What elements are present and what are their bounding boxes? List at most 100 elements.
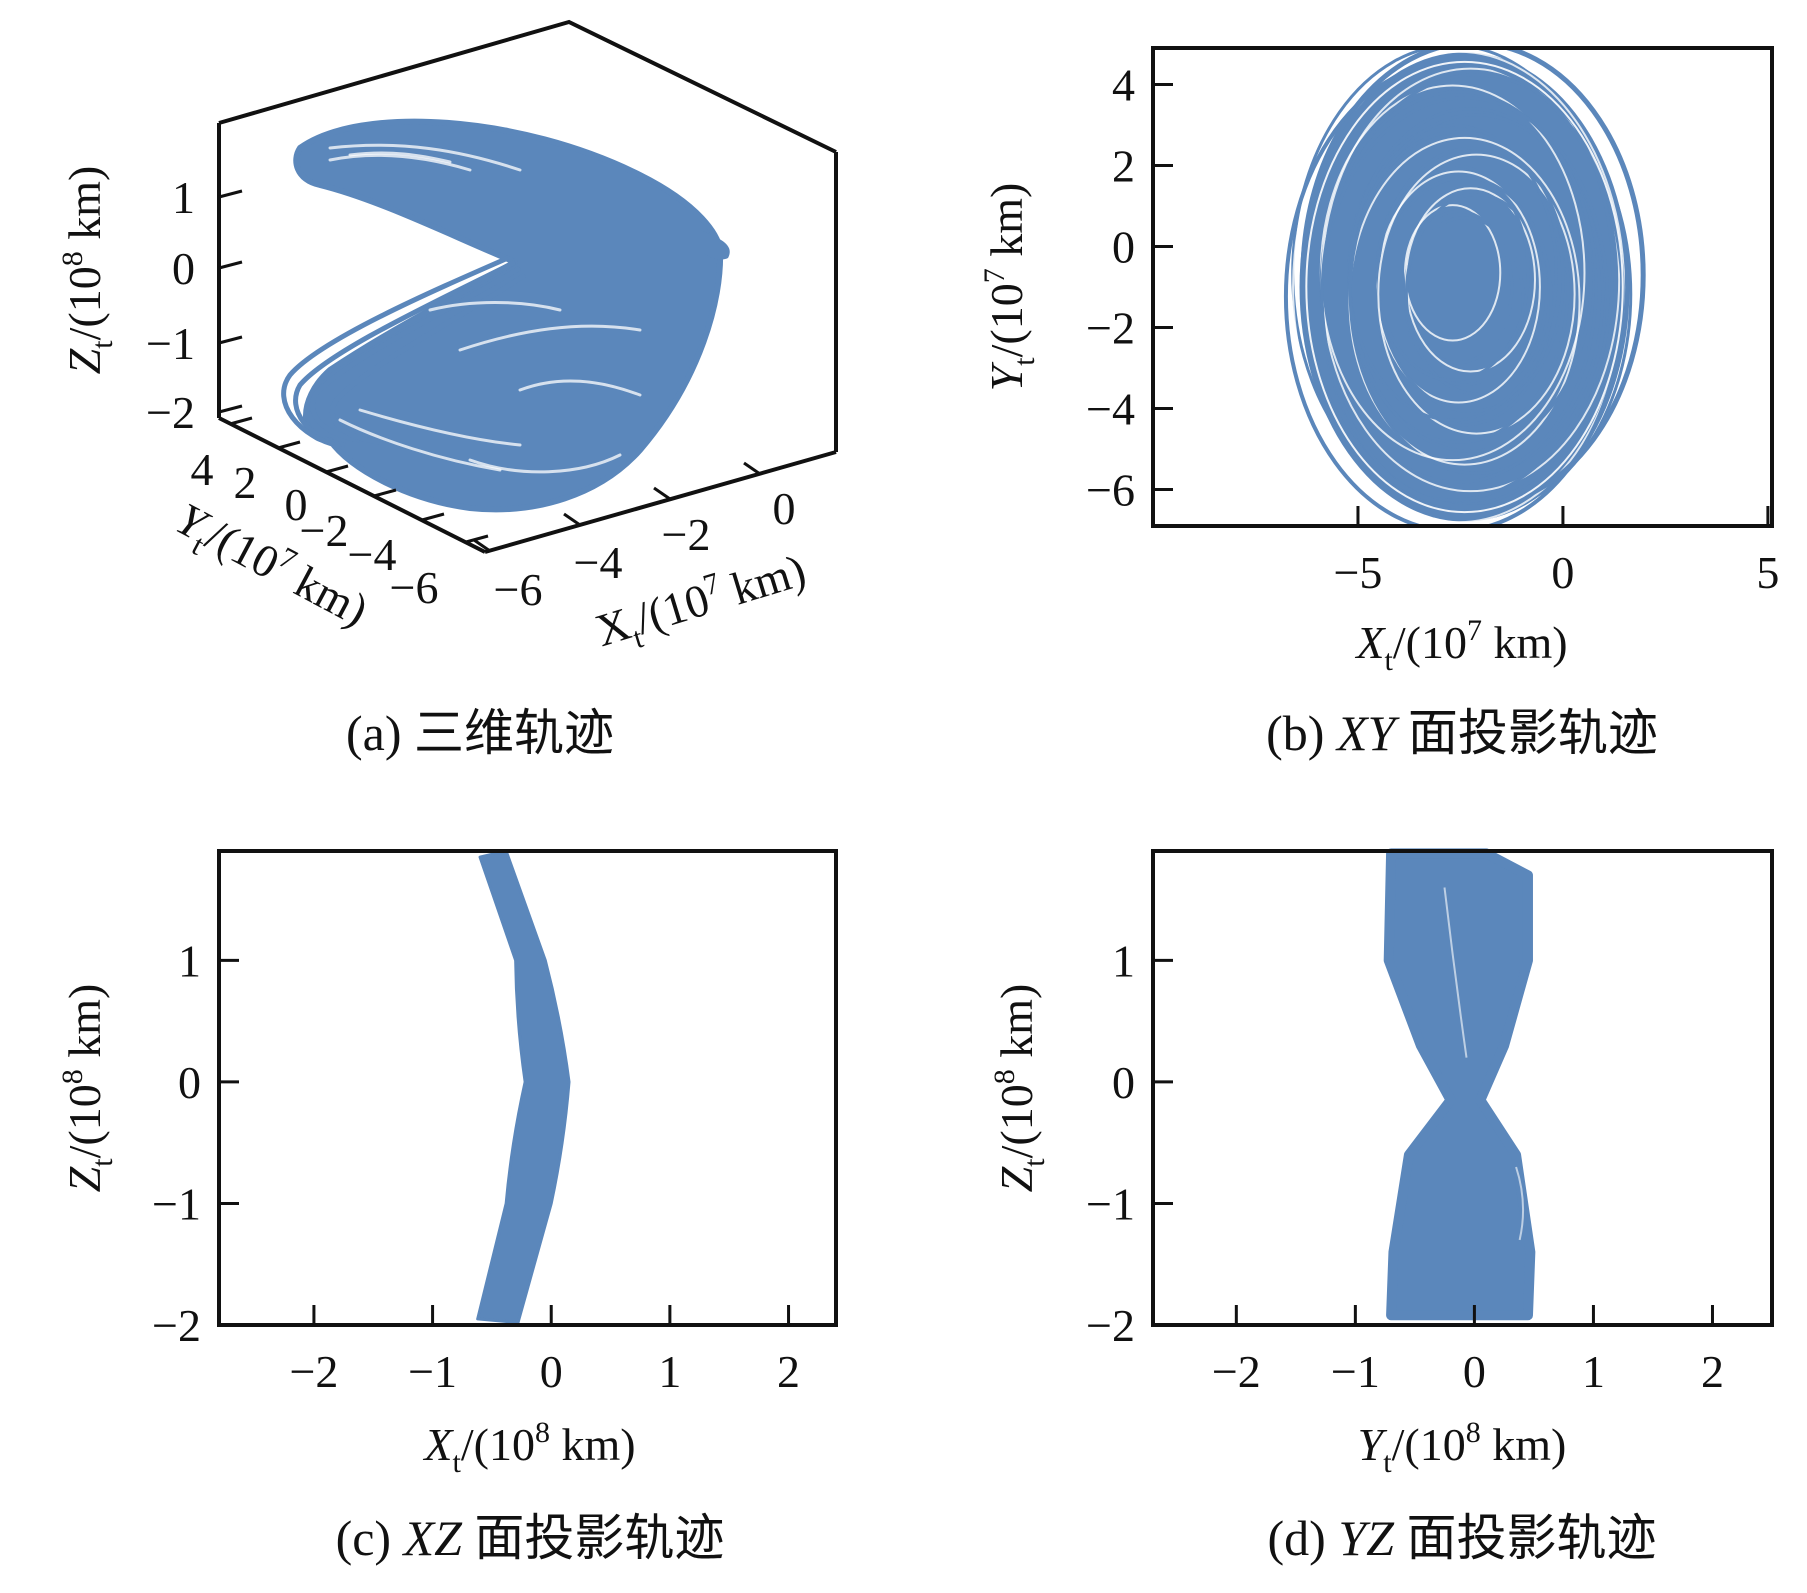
panel-a-y-tick <box>373 488 397 498</box>
panel-b-y-tick-label: 2 <box>1112 140 1135 191</box>
panel-d-caption: (d) YZ 面投影轨迹 <box>1268 1510 1657 1566</box>
panel-a-y-axis-line <box>218 416 486 554</box>
panel-a-x-ticks <box>473 461 761 553</box>
panel-c-x-tick-label: 2 <box>777 1346 800 1397</box>
panel-a-orbit-gap <box>328 143 522 172</box>
panel-b-plot-frame <box>1151 46 1774 528</box>
panel-c-x-tick-label: 1 <box>658 1346 681 1397</box>
panel-a-x-tick <box>473 538 491 553</box>
panel-a-y-tick <box>325 464 349 474</box>
panel-a-y-tick-label: 4 <box>191 444 214 495</box>
panel-a-z-tick-label: −2 <box>146 387 195 438</box>
panel-a-z-tick <box>218 189 243 199</box>
panel-d-plot-frame <box>1151 849 1774 1327</box>
panel-a-y-tick <box>229 416 253 426</box>
panel-b-y-tick-label: −2 <box>1086 303 1135 354</box>
panel-c-y-tick-label: −1 <box>152 1178 201 1229</box>
panel-d-x-tick-label: −1 <box>1331 1346 1380 1397</box>
panel-d-y-tick-label: 0 <box>1112 1057 1135 1108</box>
panel-b-x-tick-label: 5 <box>1756 547 1779 598</box>
panel-d-x-tick-label: 0 <box>1463 1346 1486 1397</box>
panel-a-x-tick-label: 0 <box>773 483 796 534</box>
panel-a-x-tick <box>743 461 761 476</box>
panel-a-orbit-gap <box>348 151 452 164</box>
panel-a-y-tick-label: −6 <box>390 562 439 613</box>
panel-a-y-tick-label: 2 <box>234 457 257 508</box>
panel-b-orbit-outer-loop <box>1300 48 1646 510</box>
panel-c-xz-projection: −2 −1 0 1 2 1 0 −1 −2 Zt/(108 km) Xt/(108 km) (c… <box>56 849 838 1566</box>
panel-b-y-axis-title: Yt/(107 km) <box>978 183 1041 392</box>
panel-a-z-tick-label: −1 <box>146 318 195 369</box>
panel-a-orbit-gap <box>428 301 562 312</box>
panel-c-y-tick-label: 0 <box>178 1057 201 1108</box>
panel-c-trajectory-marks <box>476 849 571 1325</box>
panel-a-y-tick <box>277 440 301 450</box>
panel-b-x-tick-label: 0 <box>1551 547 1574 598</box>
panel-b-orbit-loop <box>1404 193 1549 396</box>
panel-a-orbit-gap <box>328 153 472 172</box>
panel-a-y-tick-label: 0 <box>285 479 308 530</box>
panel-c-plot-frame <box>217 849 838 1327</box>
panel-b-trajectory-group <box>1283 48 1646 526</box>
panel-a-z-tick <box>218 260 243 270</box>
panel-d-y-tick-label: −1 <box>1086 1178 1135 1229</box>
panel-d-x-tick-label: 2 <box>1701 1346 1724 1397</box>
panel-b-y-tick-label: 4 <box>1112 59 1135 110</box>
panel-c-y-tick-label: 1 <box>178 935 201 986</box>
panel-d-trajectory-marks <box>1383 848 1536 1321</box>
panel-c-x-tick-label: −2 <box>289 1346 338 1397</box>
panel-a-trajectory-body <box>293 118 724 513</box>
panel-a-orbit-loop <box>309 265 522 443</box>
panel-d-ticks: −2 −1 0 1 2 1 0 −1 −2 <box>1086 935 1724 1397</box>
panel-a-orbit-gap <box>518 379 642 397</box>
panel-a-y-tick-label: −4 <box>348 529 397 580</box>
panel-b-orbit-loop <box>1348 113 1605 475</box>
panel-b-y-tick-label: −6 <box>1086 465 1135 516</box>
panel-a-orbit-gap <box>458 324 642 352</box>
panel-d-orbit-gap <box>1443 887 1468 1058</box>
panel-a-box-top <box>218 19 837 154</box>
panel-a-trajectory-tip <box>700 230 730 260</box>
panel-a-z-tick-label: 1 <box>172 172 195 223</box>
panel-a-y-tick <box>465 534 489 544</box>
panel-a-caption: (a) 三维轨迹 <box>346 705 614 761</box>
panel-d-orbit-gap <box>1515 1166 1525 1241</box>
panel-b-trajectory-marks <box>1283 48 1646 526</box>
panel-a-z-tick-label: 0 <box>172 243 195 294</box>
panel-c-x-tick-label: −1 <box>408 1346 457 1397</box>
panel-a-orbit-gap <box>358 408 522 447</box>
panel-c-x-axis-title: Xt/(108 km) <box>422 1416 635 1479</box>
panel-a-z-ticks <box>218 189 243 414</box>
panel-c-y-tick-label: −2 <box>152 1300 201 1351</box>
panel-d-y-tick-label: −2 <box>1086 1300 1135 1351</box>
panel-d-y-axis-title: Zt/(108 km) <box>988 984 1051 1193</box>
panel-d-trajectory-band <box>1383 848 1536 1321</box>
panel-b-x-axis-title: Xt/(107 km) <box>1354 614 1567 677</box>
panel-a-y-tick-label: −2 <box>300 505 349 556</box>
panel-a-orbit-loop <box>281 255 509 449</box>
panel-a-z-tick <box>218 404 243 414</box>
panel-c-caption: (c) XZ 面投影轨迹 <box>336 1510 725 1566</box>
panel-d-x-tick-label: −2 <box>1212 1346 1261 1397</box>
panel-a-orbit-loop <box>293 259 517 448</box>
panel-b-ticks: −5 0 5 4 2 0 −2 −4 −6 <box>1086 59 1779 598</box>
panel-c-ticks: −2 −1 0 1 2 1 0 −1 −2 <box>152 935 800 1397</box>
panel-a-trajectory-marks <box>281 118 730 513</box>
panel-a-z-axis-title: Zt/(108 km) <box>56 166 119 375</box>
panel-a-orbit-gap <box>338 418 502 472</box>
panel-a-y-tick <box>421 512 445 522</box>
panel-a-orbit-loop <box>329 272 527 445</box>
panel-a-y-ticks <box>229 416 489 544</box>
panel-a-x-tick-label: −6 <box>494 564 543 615</box>
panel-c-y-axis-title: Zt/(108 km) <box>56 984 119 1193</box>
panel-a-3d-trajectory: 1 0 −1 −2 4 2 0 −2 −4 −6 −6 −4 −2 0 Zt/ <box>56 19 838 761</box>
panel-d-yz-projection: −2 −1 0 1 2 1 0 −1 −2 Zt/(108 km) Yt/(108 km) (d… <box>988 848 1774 1566</box>
panel-b-orbit-loop <box>1320 73 1633 515</box>
panel-b-caption: (b) XY 面投影轨迹 <box>1266 705 1658 761</box>
panel-a-x-tick <box>653 486 671 501</box>
panel-b-x-tick-label: −5 <box>1333 547 1382 598</box>
panel-b-xy-projection: −5 0 5 4 2 0 −2 −4 −6 Yt/(107 km) Xt/(107 km) (b… <box>978 46 1779 761</box>
panel-a-x-tick-label: −4 <box>574 537 623 588</box>
panel-b-orbit-gap <box>1305 60 1624 514</box>
panel-a-z-tick <box>218 335 243 345</box>
